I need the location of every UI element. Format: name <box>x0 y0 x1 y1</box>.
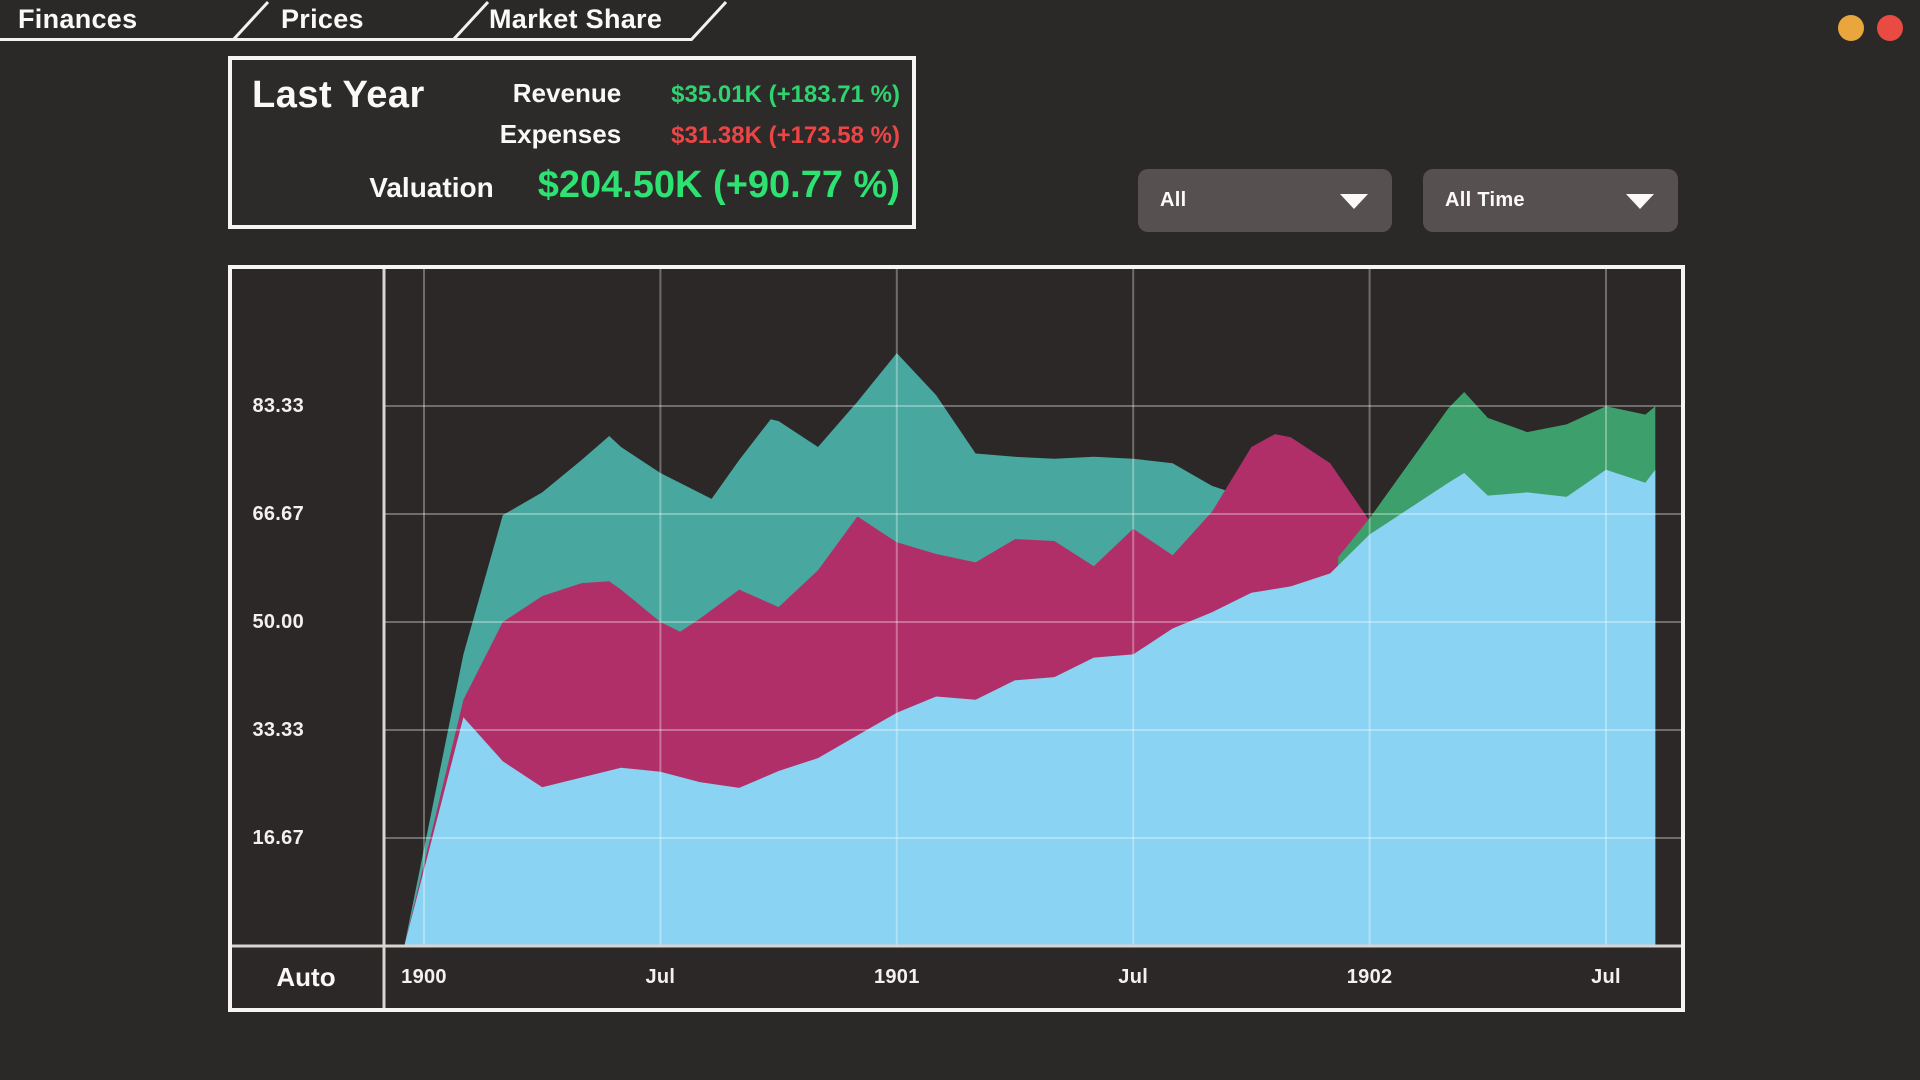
x-axis-tick-label: 1900 <box>401 966 447 988</box>
valuation-label: Valuation <box>369 172 494 203</box>
chevron-down-icon <box>1340 193 1368 209</box>
chart-plot-area: Auto 83.33 66.67 50.00 33.33 16.67 1900 Jul 190… <box>232 269 1681 1008</box>
filter-dropdown-category[interactable]: All <box>1138 169 1392 232</box>
valuation-value: $204.50K (+90.77 %) <box>537 164 900 206</box>
revenue-label: Revenue <box>512 78 622 108</box>
x-axis-tick-label: Jul <box>645 966 676 988</box>
revenue-value: $35.01K (+183.71 %) <box>671 81 900 108</box>
x-axis-tick-label: Jul <box>1591 966 1621 988</box>
x-axis-tick-label: 1901 <box>873 966 920 988</box>
tab-bar-lines <box>0 0 728 42</box>
x-axis-tick-label: Jul <box>1118 966 1149 988</box>
finances-chart-panel: Auto 83.33 66.67 50.00 33.33 16.67 1900 Jul 190… <box>228 265 1685 1012</box>
expenses-row: Expenses $31.38K (+173.58 %) <box>500 119 900 149</box>
x-axis-tick-label: 1902 <box>1346 966 1393 988</box>
area-series-blue <box>404 469 1656 946</box>
expenses-value: $31.38K (+173.58 %) <box>671 122 900 149</box>
y-axis-tick-label: 16.67 <box>252 826 304 849</box>
y-axis-tick-label: 83.33 <box>252 395 304 418</box>
valuation-row: Valuation $204.50K (+90.77 %) <box>369 164 900 212</box>
y-axis-tick-label: 50.00 <box>252 611 304 633</box>
y-axis-tick-label: 33.33 <box>252 719 304 742</box>
tab-finances[interactable]: Finances <box>18 4 138 34</box>
summary-title: Last Year <box>252 74 425 116</box>
last-year-summary-panel: Last Year Revenue $35.01K (+183.71 %) Ex… <box>228 56 916 229</box>
stacked-area-chart <box>232 269 1681 1008</box>
filter-dropdown-category-value: All <box>1160 189 1187 211</box>
filter-dropdown-timerange[interactable]: All Time <box>1423 169 1678 232</box>
tab-bar: Finances Prices Market Share <box>0 0 780 44</box>
y-axis-tick-label: 66.67 <box>252 502 304 525</box>
tab-prices[interactable]: Prices <box>281 4 364 34</box>
red-dot-icon[interactable] <box>1877 15 1903 41</box>
orange-dot-icon[interactable] <box>1838 15 1864 41</box>
axis-mode-button[interactable]: Auto <box>276 962 336 992</box>
revenue-row: Revenue $35.01K (+183.71 %) <box>513 78 900 108</box>
expenses-label: Expenses <box>499 119 622 149</box>
chevron-down-icon <box>1626 193 1654 209</box>
tab-market-share[interactable]: Market Share <box>489 4 663 34</box>
filter-dropdown-timerange-value: All Time <box>1445 189 1525 211</box>
